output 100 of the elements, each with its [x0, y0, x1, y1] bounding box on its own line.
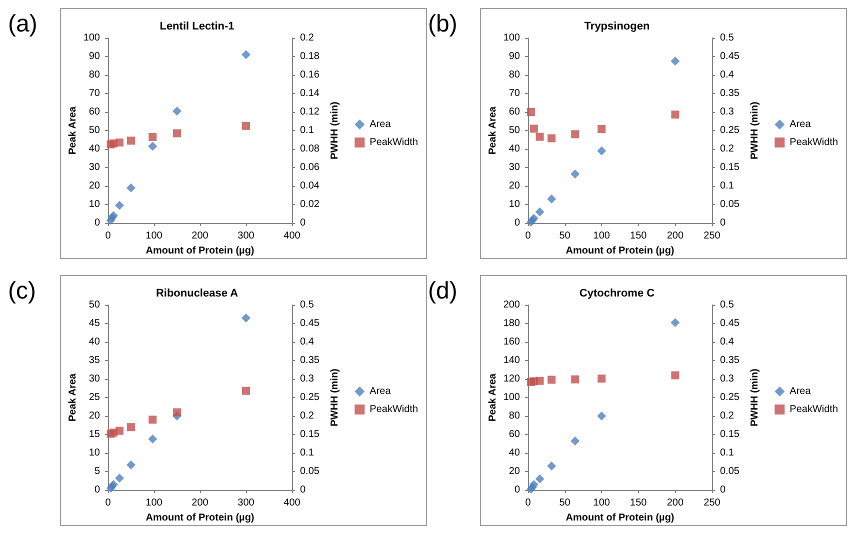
- y-tick-label: 20: [88, 410, 100, 422]
- x-tick-label: 50: [559, 230, 571, 242]
- y2-tick-label: 0.1: [720, 448, 734, 458]
- y-tick-label: 35: [88, 355, 100, 366]
- y-tick-label: 60: [508, 429, 520, 440]
- x-tick-label: 400: [284, 498, 301, 508]
- y2-tick-label: 0.5: [720, 32, 734, 44]
- y-tick-label: 0: [514, 218, 520, 228]
- x-tick-label: 0: [105, 498, 112, 508]
- y2-tick-label: 0.2: [720, 144, 734, 154]
- y2-tick-label: 0.2: [720, 410, 734, 422]
- x-tick-label: 200: [666, 230, 684, 242]
- y2-tick-label: 0: [720, 218, 726, 228]
- x-axis-title: Amount of Protein (µg): [566, 245, 674, 256]
- y-tick-label: 100: [503, 32, 520, 44]
- y2-tick-label: 0: [300, 484, 306, 496]
- y2-tick-label: 0.25: [720, 392, 740, 403]
- x-tick-label: 400: [284, 230, 301, 242]
- y-tick-label: 70: [88, 88, 100, 99]
- y2-tick-label: 0.18: [300, 51, 320, 62]
- x-axis-title: Amount of Protein (µg): [146, 512, 254, 524]
- y2-tick-label: 0.4: [720, 336, 734, 348]
- x-tick-label: 0: [525, 230, 532, 242]
- y2-tick-label: 0.2: [300, 410, 314, 422]
- y-tick-label: 40: [508, 448, 520, 458]
- y2-tick-label: 0.3: [720, 374, 734, 384]
- text: (b): [428, 10, 458, 38]
- x-tick-label: 200: [192, 230, 209, 242]
- y-tick-label: 80: [508, 410, 520, 422]
- y2-tick-label: 0.1: [720, 180, 734, 192]
- y2-tick-label: 0.45: [720, 318, 740, 329]
- y-tick-label: 10: [508, 199, 520, 210]
- y-tick-label: 0: [94, 218, 100, 228]
- y-tick-label: 40: [508, 144, 520, 154]
- y2-tick-label: 0.2: [300, 32, 314, 44]
- y-tick-label: 5: [94, 466, 100, 477]
- y-tick-label: 50: [508, 125, 520, 136]
- y-tick-label: 80: [508, 70, 520, 80]
- y-tick-label: 20: [508, 180, 520, 192]
- chart-title: Ribonuclease A: [156, 288, 238, 300]
- y-tick-label: 10: [88, 448, 100, 458]
- x-tick-label: 250: [704, 230, 721, 242]
- y2-tick-label: 0.5: [300, 300, 314, 310]
- y-tick-label: 0: [514, 484, 520, 496]
- y2-tick-label: 0.25: [720, 125, 740, 136]
- y-tick-label: 160: [503, 336, 520, 348]
- y-tick-label: 200: [503, 300, 520, 310]
- y-tick-label: 45: [88, 318, 100, 329]
- legend-label: Area: [790, 386, 812, 397]
- chart-title: Cytochrome C: [579, 288, 655, 300]
- y2-tick-label: 0.15: [720, 162, 740, 173]
- x-tick-label: 300: [238, 230, 255, 242]
- x-tick-label: 100: [593, 230, 610, 242]
- y2-tick-label: 0.45: [720, 51, 740, 62]
- y-tick-label: 40: [88, 144, 100, 154]
- legend-label: Area: [370, 119, 392, 130]
- x-tick-label: 200: [666, 498, 684, 508]
- y2-tick-label: 0.05: [720, 199, 740, 210]
- y-tick-label: 80: [88, 70, 100, 80]
- x-tick-label: 100: [146, 498, 163, 508]
- y-tick-label: 20: [508, 466, 520, 477]
- legend-label: Area: [790, 119, 812, 130]
- y-tick-label: 60: [508, 106, 520, 118]
- y2-tick-label: 0.14: [300, 88, 320, 99]
- y2-tick-label: 0.12: [300, 106, 320, 118]
- y2-tick-label: 0.15: [300, 429, 320, 440]
- y-tick-label: 140: [503, 355, 520, 366]
- x-tick-label: 100: [593, 498, 610, 508]
- y2-tick-label: 0.06: [300, 162, 320, 173]
- y2-axis-title: PWHH (min): [330, 102, 340, 160]
- y2-tick-label: 0.1: [300, 448, 314, 458]
- y2-axis-title: PWHH (min): [750, 102, 760, 160]
- text: (d): [428, 278, 458, 304]
- y-tick-label: 60: [88, 106, 100, 118]
- y-axis-title: Peak Area: [68, 373, 78, 422]
- y-tick-label: 40: [88, 336, 100, 348]
- legend-label: PeakWidth: [790, 404, 838, 415]
- x-tick-label: 100: [146, 230, 163, 242]
- y-tick-label: 70: [508, 88, 520, 99]
- x-tick-label: 200: [192, 498, 209, 508]
- x-tick-label: 0: [525, 498, 532, 508]
- y2-tick-label: 0: [720, 484, 726, 496]
- y2-tick-label: 0.16: [300, 70, 320, 80]
- x-tick-label: 250: [704, 498, 721, 508]
- y-tick-label: 50: [88, 125, 100, 136]
- chart-title: Trypsinogen: [584, 20, 650, 32]
- legend-label: PeakWidth: [370, 137, 418, 148]
- x-tick-label: 300: [238, 498, 255, 508]
- y2-tick-label: 0.5: [720, 300, 734, 310]
- y-tick-label: 120: [503, 374, 520, 384]
- y-tick-label: 20: [88, 180, 100, 192]
- y-tick-label: 0: [94, 484, 100, 496]
- y2-tick-label: 0.05: [300, 466, 320, 477]
- y-tick-label: 90: [88, 51, 100, 62]
- y2-tick-label: 0.05: [720, 466, 740, 477]
- y-tick-label: 30: [88, 374, 100, 384]
- x-tick-label: 150: [630, 498, 648, 508]
- x-tick-label: 0: [105, 230, 112, 242]
- y2-tick-label: 0.4: [300, 336, 314, 348]
- y-axis-title: Peak Area: [68, 106, 78, 154]
